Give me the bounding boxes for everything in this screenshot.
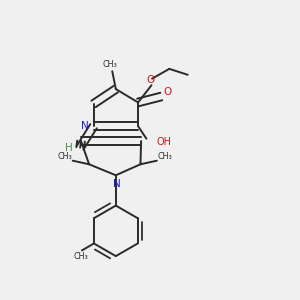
Text: N: N	[112, 178, 120, 189]
Text: CH₃: CH₃	[57, 152, 72, 161]
Text: CH₃: CH₃	[103, 60, 117, 69]
Text: O: O	[146, 75, 155, 85]
Text: OH: OH	[157, 137, 172, 147]
Text: H: H	[65, 143, 73, 153]
Text: CH₃: CH₃	[73, 253, 88, 262]
Text: CH₃: CH₃	[158, 152, 172, 161]
Text: O: O	[163, 87, 171, 97]
Text: N: N	[81, 121, 89, 131]
